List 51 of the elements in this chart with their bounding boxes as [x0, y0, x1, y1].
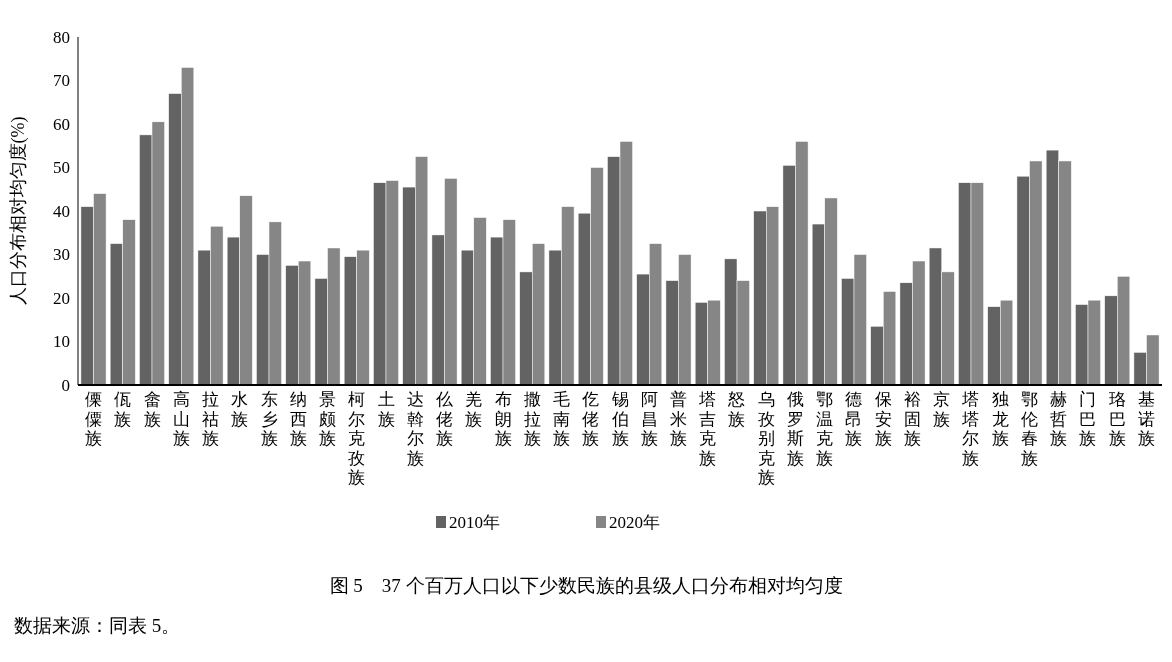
x-tick-label: 纳西族	[289, 390, 307, 448]
x-tick-label: 达斡尔族	[406, 390, 424, 468]
x-tick-label: 仫佬族	[435, 390, 453, 448]
x-tick-label: 德昂族	[845, 390, 863, 448]
x-tick-label: 羌族	[465, 390, 483, 429]
x-tick-label: 仡佬族	[581, 390, 600, 448]
legend-label: 2010年	[449, 512, 500, 532]
x-tick-label: 保安族	[874, 390, 892, 448]
x-tick-label: 锡伯族	[610, 390, 629, 448]
x-tick-label: 柯尔克孜族	[348, 390, 366, 487]
x-tick-label: 京族	[933, 390, 951, 429]
x-tick-label: 塔吉克族	[698, 390, 717, 468]
y-tick-label: 10	[53, 332, 70, 352]
y-tick-label: 30	[53, 245, 70, 265]
x-tick-label: 乌孜别克族	[757, 390, 775, 487]
x-tick-label: 拉祜族	[202, 390, 219, 448]
text: 图 5 37 个百万人口以下少数民族的县级人口分布相对均匀度	[329, 575, 843, 596]
x-tick-label: 鄂伦春族	[1021, 390, 1038, 468]
y-tick-label: 80	[53, 27, 70, 47]
source-note: 数据来源：同表 5。	[14, 615, 181, 636]
y-tick-label: 60	[53, 114, 70, 134]
x-tick-label: 阿昌族	[640, 390, 658, 448]
y-tick-label: 70	[53, 71, 70, 91]
x-tick-label: 赫哲族	[1050, 390, 1068, 448]
x-tick-label: 基诺族	[1138, 390, 1155, 448]
x-tick-label: 撒拉族	[523, 390, 541, 448]
x-tick-label: 门巴族	[1079, 390, 1097, 448]
x-tick-label: 俄罗斯族	[787, 390, 804, 468]
x-tick-label: 怒族	[727, 390, 746, 429]
x-tick-label: 傈僳族	[85, 390, 102, 448]
y-tick-label: 0	[61, 375, 70, 395]
x-tick-label: 水族	[231, 390, 249, 429]
legend-label: 2020年	[609, 512, 660, 532]
x-tick-label: 独龙族	[991, 390, 1009, 448]
y-axis-title: 人口分布相对均匀度(%)	[8, 116, 29, 306]
x-tick-label: 高山族	[172, 390, 190, 448]
x-tick-label: 布朗族	[494, 390, 512, 448]
y-tick-label: 20	[53, 288, 70, 308]
x-tick-label: 景颇族	[319, 390, 336, 448]
x-tick-label: 裕固族	[904, 390, 921, 448]
x-tick-label: 毛南族	[553, 390, 570, 448]
y-tick-label: 50	[53, 158, 70, 178]
x-tick-label: 普米族	[670, 390, 687, 448]
x-tick-label: 畲族	[143, 390, 161, 429]
x-tick-label: 东乡族	[260, 390, 278, 448]
x-tick-label: 珞巴族	[1108, 390, 1126, 448]
y-tick-label: 40	[53, 201, 70, 221]
x-tick-label: 土族	[377, 390, 395, 429]
x-tick-label: 塔塔尔族	[961, 390, 980, 468]
x-tick-label: 鄂温克族	[816, 390, 834, 468]
x-tick-label: 佤族	[114, 390, 132, 429]
